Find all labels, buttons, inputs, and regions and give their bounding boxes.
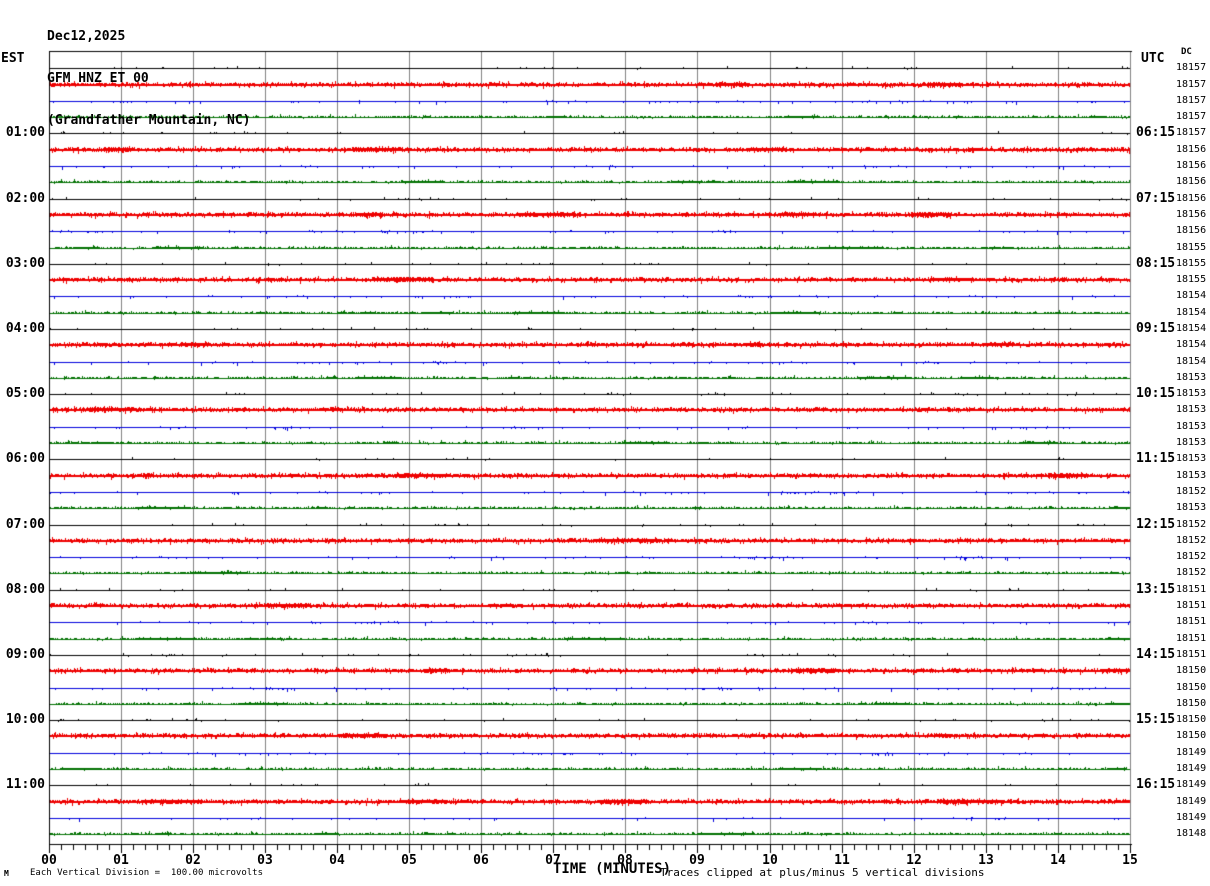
est-hour-label: 11:00: [5, 777, 45, 792]
x-axis-title: TIME (MINUTES): [553, 861, 672, 877]
dc-value: 18154: [1176, 339, 1207, 350]
dc-value: 18154: [1176, 307, 1207, 318]
x-tick-label: 02: [185, 853, 201, 868]
dc-value: 18156: [1176, 176, 1207, 187]
x-tick-label: 11: [834, 853, 850, 868]
dc-value: 18154: [1176, 356, 1207, 367]
utc-hour-label: 09:15: [1136, 321, 1176, 336]
dc-value: 18152: [1176, 551, 1207, 562]
dc-value: 18157: [1176, 79, 1207, 90]
x-tick-label: 10: [762, 853, 778, 868]
x-tick-label: 07: [545, 853, 561, 868]
dc-value: 18153: [1176, 453, 1207, 464]
utc-hour-label: 14:15: [1136, 647, 1176, 662]
est-hour-label: 05:00: [5, 386, 45, 401]
title-block: Dec12,2025 GFM HNZ ET 00 (Grandfather Mo…: [47, 2, 251, 156]
utc-hour-label: 11:15: [1136, 451, 1176, 466]
dc-value: 18149: [1176, 763, 1207, 774]
dc-value: 18156: [1176, 225, 1207, 236]
utc-hour-label: 12:15: [1136, 517, 1176, 532]
dc-value: 18155: [1176, 242, 1207, 253]
dc-value: 18152: [1176, 535, 1207, 546]
dc-value: 18151: [1176, 649, 1207, 660]
x-tick-label: 05: [401, 853, 417, 868]
dc-value: 18155: [1176, 274, 1207, 285]
est-hour-label: 10:00: [5, 712, 45, 727]
dc-value: 18156: [1176, 209, 1207, 220]
utc-hour-label: 13:15: [1136, 582, 1176, 597]
x-tick-label: 01: [113, 853, 129, 868]
dc-value: 18148: [1176, 828, 1207, 839]
x-tick-label: 00: [41, 853, 57, 868]
est-hour-label: 03:00: [5, 256, 45, 271]
date-label: Dec12,2025: [47, 29, 126, 44]
x-tick-label: 14: [1050, 853, 1066, 868]
dc-value: 18157: [1176, 127, 1207, 138]
dc-value: 18156: [1176, 144, 1207, 155]
x-tick-label: 08: [617, 853, 633, 868]
est-hour-label: 06:00: [5, 451, 45, 466]
dc-value: 18152: [1176, 486, 1207, 497]
dc-value: 18152: [1176, 519, 1207, 530]
dc-value: 18153: [1176, 470, 1207, 481]
dc-value: 18150: [1176, 714, 1207, 725]
dc-value: 18151: [1176, 633, 1207, 644]
dc-value: 18157: [1176, 62, 1207, 73]
x-tick-label: 13: [978, 853, 994, 868]
dc-value: 18154: [1176, 290, 1207, 301]
watermark-glyph: M: [4, 869, 9, 878]
dc-value: 18153: [1176, 404, 1207, 415]
dc-value: 18149: [1176, 779, 1207, 790]
dc-value: 18150: [1176, 665, 1207, 676]
est-hour-label: 04:00: [5, 321, 45, 336]
dc-value: 18150: [1176, 682, 1207, 693]
est-hour-label: 01:00: [5, 125, 45, 140]
utc-hour-label: 15:15: [1136, 712, 1176, 727]
dc-value: 18149: [1176, 796, 1207, 807]
utc-hour-label: 08:15: [1136, 256, 1176, 271]
dc-column-header: DC: [1181, 47, 1192, 57]
location-label: (Grandfather Mountain, NC): [47, 113, 251, 128]
dc-value: 18149: [1176, 812, 1207, 823]
x-tick-label: 04: [329, 853, 345, 868]
utc-hour-label: 10:15: [1136, 386, 1176, 401]
scale-note: Each Vertical Division = 100.00 microvol…: [30, 868, 263, 878]
dc-value: 18155: [1176, 258, 1207, 269]
dc-value: 18154: [1176, 323, 1207, 334]
dc-value: 18150: [1176, 730, 1207, 741]
x-tick-label: 15: [1122, 853, 1138, 868]
dc-value: 18157: [1176, 111, 1207, 122]
dc-value: 18151: [1176, 584, 1207, 595]
x-tick-label: 12: [906, 853, 922, 868]
clip-note: Traces clipped at plus/minus 5 vertical …: [660, 866, 985, 879]
est-hour-label: 09:00: [5, 647, 45, 662]
utc-hour-label: 16:15: [1136, 777, 1176, 792]
dc-value: 18153: [1176, 421, 1207, 432]
dc-value: 18153: [1176, 388, 1207, 399]
dc-value: 18153: [1176, 437, 1207, 448]
right-timezone-header: UTC: [1141, 51, 1165, 66]
est-hour-label: 07:00: [5, 517, 45, 532]
dc-value: 18150: [1176, 698, 1207, 709]
dc-value: 18151: [1176, 616, 1207, 627]
utc-hour-label: 06:15: [1136, 125, 1176, 140]
dc-value: 18157: [1176, 95, 1207, 106]
dc-value: 18156: [1176, 160, 1207, 171]
dc-value: 18153: [1176, 502, 1207, 513]
dc-value: 18156: [1176, 193, 1207, 204]
utc-hour-label: 07:15: [1136, 191, 1176, 206]
dc-value: 18149: [1176, 747, 1207, 758]
x-tick-label: 09: [689, 853, 705, 868]
dc-value: 18151: [1176, 600, 1207, 611]
station-label: GFM HNZ ET 00: [47, 71, 149, 86]
dc-value: 18152: [1176, 567, 1207, 578]
left-timezone-header: EST: [1, 51, 25, 66]
est-hour-label: 08:00: [5, 582, 45, 597]
x-tick-label: 03: [257, 853, 273, 868]
x-tick-label: 06: [473, 853, 489, 868]
dc-value: 18153: [1176, 372, 1207, 383]
est-hour-label: 02:00: [5, 191, 45, 206]
